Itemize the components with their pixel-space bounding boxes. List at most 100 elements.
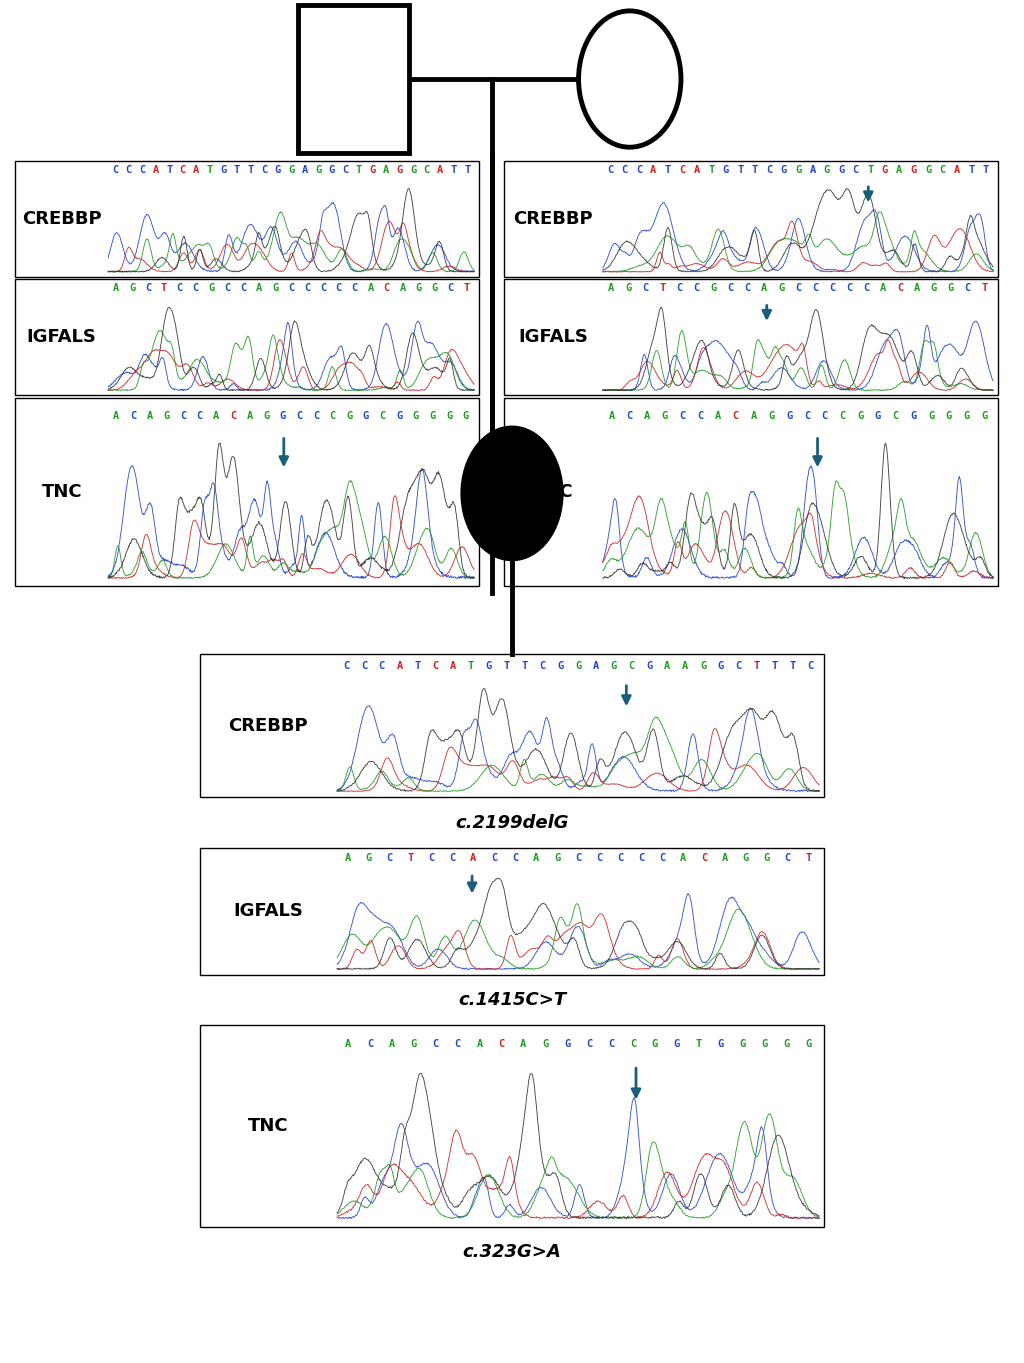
Text: G: G — [396, 410, 402, 421]
Text: C: C — [130, 410, 136, 421]
Ellipse shape — [579, 11, 681, 147]
Text: A: A — [761, 284, 767, 293]
Bar — [15, 279, 479, 395]
Text: C: C — [863, 284, 869, 293]
Text: G: G — [272, 284, 279, 293]
Text: C: C — [197, 410, 203, 421]
Text: C: C — [812, 284, 818, 293]
Text: A: A — [650, 165, 656, 174]
Text: A: A — [344, 853, 350, 863]
Text: A: A — [194, 165, 200, 174]
Text: C: C — [784, 853, 791, 863]
Text: G: G — [411, 1039, 417, 1050]
Text: T: T — [695, 1039, 701, 1050]
Text: G: G — [315, 165, 322, 174]
Text: A: A — [665, 661, 671, 672]
Bar — [200, 848, 824, 975]
Bar — [15, 161, 479, 277]
Text: G: G — [910, 410, 916, 421]
Text: G: G — [366, 853, 372, 863]
Text: IGFALS: IGFALS — [518, 328, 588, 346]
Text: G: G — [805, 1039, 811, 1050]
Text: G: G — [824, 165, 830, 174]
Text: A: A — [153, 165, 159, 174]
Text: G: G — [416, 284, 422, 293]
Text: C: C — [840, 410, 846, 421]
Text: C: C — [319, 284, 326, 293]
Text: A: A — [722, 853, 728, 863]
Text: G: G — [564, 1039, 570, 1050]
Text: C: C — [846, 284, 852, 293]
Text: T: T — [983, 165, 989, 174]
Text: C: C — [629, 661, 635, 672]
Text: T: T — [233, 165, 240, 174]
Text: C: C — [596, 853, 602, 863]
Text: G: G — [964, 410, 970, 421]
Text: G: G — [742, 853, 749, 863]
Text: IGFALS: IGFALS — [233, 902, 303, 920]
Text: C: C — [492, 853, 498, 863]
Text: A: A — [470, 853, 476, 863]
Text: G: G — [783, 1039, 790, 1050]
Text: A: A — [913, 284, 920, 293]
Text: T: T — [207, 165, 213, 174]
Text: A: A — [247, 410, 253, 421]
Ellipse shape — [463, 428, 561, 559]
Text: CREBBP: CREBBP — [228, 717, 308, 735]
Text: G: G — [925, 165, 931, 174]
Bar — [298, 5, 409, 153]
Text: C: C — [735, 661, 742, 672]
Text: C: C — [607, 165, 613, 174]
Text: C: C — [367, 1039, 373, 1050]
Text: C: C — [424, 165, 430, 174]
Text: C: C — [512, 853, 518, 863]
Text: G: G — [780, 165, 786, 174]
Text: G: G — [413, 410, 419, 421]
Text: G: G — [786, 410, 793, 421]
Text: C: C — [804, 410, 810, 421]
Text: C: C — [575, 853, 582, 863]
Text: T: T — [504, 661, 510, 672]
Text: G: G — [129, 284, 135, 293]
Text: C: C — [336, 284, 342, 293]
Text: C: C — [193, 284, 199, 293]
Text: C: C — [965, 284, 971, 293]
Text: G: G — [610, 661, 617, 672]
Text: C: C — [144, 284, 151, 293]
Text: G: G — [710, 284, 716, 293]
Text: G: G — [431, 284, 437, 293]
Text: G: G — [981, 410, 987, 421]
Text: C: C — [176, 284, 183, 293]
Text: G: G — [931, 284, 937, 293]
Text: C: C — [380, 410, 386, 421]
Text: IGFALS: IGFALS — [27, 328, 96, 346]
Text: T: T — [463, 284, 469, 293]
Bar — [200, 654, 824, 797]
Text: G: G — [370, 165, 376, 174]
Text: C: C — [627, 410, 633, 421]
Text: G: G — [463, 410, 469, 421]
Text: C: C — [897, 284, 903, 293]
Text: G: G — [874, 410, 881, 421]
Text: G: G — [651, 1039, 658, 1050]
Text: A: A — [644, 410, 650, 421]
Text: A: A — [301, 165, 308, 174]
Text: TNC: TNC — [532, 483, 573, 502]
Bar — [504, 279, 998, 395]
Text: C: C — [658, 853, 666, 863]
Text: A: A — [383, 165, 389, 174]
Text: A: A — [880, 284, 886, 293]
Text: G: G — [778, 284, 784, 293]
Text: A: A — [476, 1039, 482, 1050]
Text: TNC: TNC — [41, 483, 82, 502]
Text: G: G — [723, 165, 729, 174]
Text: C: C — [821, 410, 827, 421]
Text: C: C — [139, 165, 145, 174]
Text: G: G — [446, 410, 453, 421]
Text: G: G — [839, 165, 845, 174]
Text: A: A — [682, 661, 688, 672]
Text: G: G — [220, 165, 226, 174]
Text: G: G — [857, 410, 863, 421]
Text: c.2199delG: c.2199delG — [456, 814, 568, 831]
Text: C: C — [853, 165, 859, 174]
